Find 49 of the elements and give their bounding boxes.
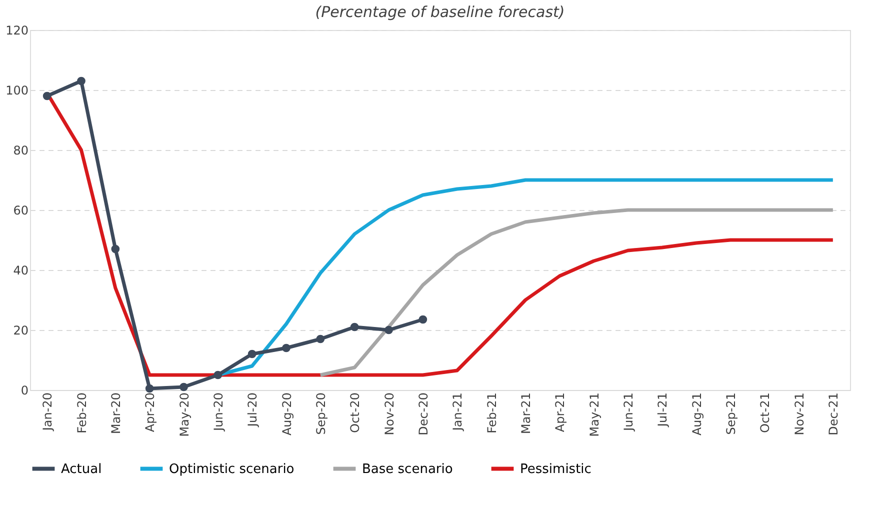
- x-tick-label: Feb-21: [484, 392, 499, 434]
- x-tick-label: Jan-20: [40, 392, 55, 432]
- x-tick-label: Sep-20: [314, 392, 328, 435]
- x-tick-label: Sep-21: [724, 392, 738, 435]
- y-tick-label: 120: [6, 24, 28, 38]
- point: [214, 370, 222, 380]
- point: [384, 326, 393, 334]
- x-tick-label: Dec-20: [416, 392, 430, 436]
- point: [316, 334, 325, 344]
- x-tick-label: Jun-20: [211, 392, 226, 432]
- point: [180, 382, 188, 392]
- x-tick-label: Aug-20: [280, 392, 294, 436]
- x-tick-label: Jul-20: [246, 392, 260, 428]
- x-tick-label: Oct-20: [348, 392, 362, 433]
- y-tick-label: 60: [13, 204, 28, 218]
- x-tick-label: Apr-21: [553, 392, 568, 432]
- x-tick-label: Nov-20: [382, 392, 396, 436]
- x-tick-label: Feb-20: [74, 392, 89, 434]
- x-tick-label: Jan-21: [450, 392, 465, 432]
- legend-label: Base scenario: [362, 462, 453, 477]
- y-tick-label: 100: [6, 84, 28, 98]
- y-tick-label: 0: [20, 384, 28, 398]
- x-tick-label: May-20: [177, 392, 192, 437]
- x-tick-label: Dec-21: [826, 392, 840, 436]
- point: [282, 344, 290, 352]
- legend-label: Pessimistic: [520, 462, 592, 477]
- x-tick-label: Mar-20: [108, 392, 123, 434]
- x-tick-label: Mar-21: [518, 392, 533, 434]
- chart-title: (Percentage of baseline forecast): [315, 3, 565, 21]
- x-tick-label: May-21: [587, 392, 602, 437]
- y-tick-label: 80: [13, 144, 28, 158]
- y-tick-label: 20: [13, 324, 28, 338]
- point: [350, 322, 359, 332]
- point: [418, 315, 428, 324]
- x-tick-label: Nov-21: [792, 392, 806, 436]
- x-tick-label: Oct-21: [758, 392, 772, 433]
- line-series: [318, 208, 835, 377]
- point: [42, 92, 52, 100]
- x-tick-label: Aug-21: [690, 392, 704, 436]
- x-tick-label: Apr-20: [143, 392, 158, 432]
- point: [248, 350, 256, 358]
- y-tick-label: 40: [13, 264, 28, 278]
- x-tick-label: Jun-21: [621, 392, 636, 432]
- legend-label: Actual: [61, 462, 102, 477]
- x-tick-label: Jul-21: [656, 392, 670, 428]
- point: [145, 384, 154, 393]
- legend-label: Optimistic scenario: [169, 462, 294, 477]
- point: [77, 76, 86, 86]
- point: [111, 244, 120, 254]
